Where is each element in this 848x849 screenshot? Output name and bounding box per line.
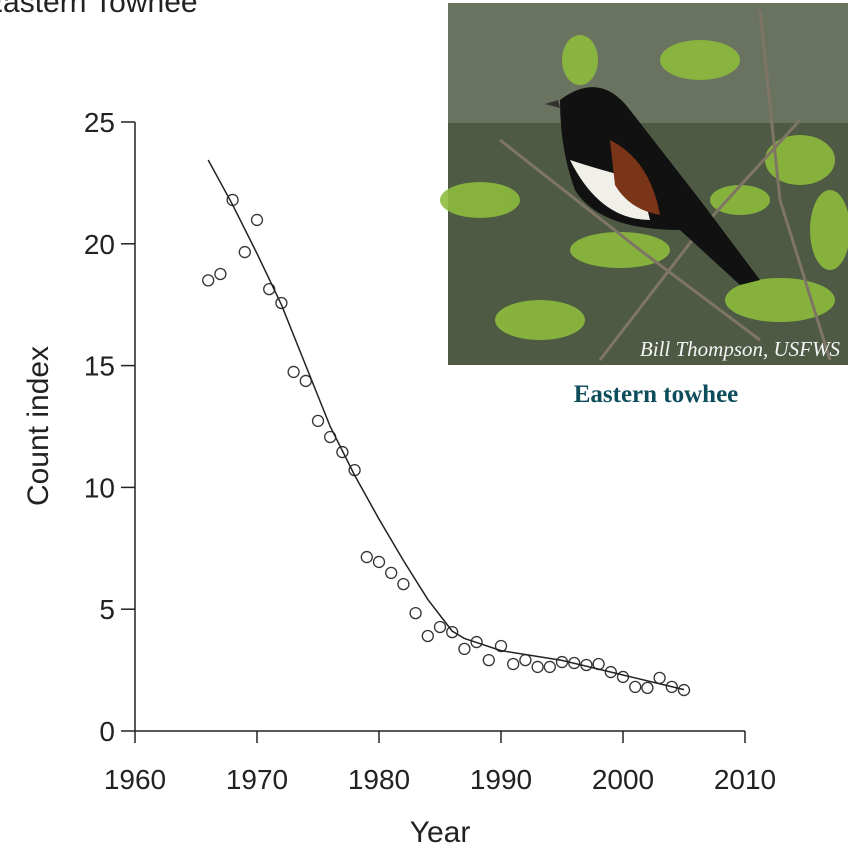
x-axis-title: Year	[410, 816, 471, 849]
photo-caption: Eastern towhee	[574, 381, 739, 408]
y-tick-label: 5	[99, 594, 115, 625]
data-point	[398, 579, 409, 590]
y-tick-label: 25	[84, 107, 115, 138]
x-tick-label: 1990	[470, 764, 532, 795]
data-point	[654, 672, 665, 683]
data-point	[618, 671, 629, 682]
data-point	[557, 657, 568, 668]
data-point	[374, 556, 385, 567]
data-point	[544, 661, 555, 672]
x-tick-label: 1970	[226, 764, 288, 795]
data-point	[447, 627, 458, 638]
data-point	[313, 415, 324, 426]
data-point	[642, 682, 653, 693]
y-tick-label: 20	[84, 229, 115, 260]
y-tick-label: 10	[84, 472, 115, 503]
data-point	[520, 655, 531, 666]
data-point	[459, 643, 470, 654]
data-point	[386, 567, 397, 578]
data-point	[264, 284, 275, 295]
photo-credit: Bill Thompson, USFWS	[640, 337, 841, 361]
data-point	[361, 552, 372, 563]
data-point	[422, 630, 433, 641]
y-axis-title: Count index	[22, 346, 55, 506]
x-tick-label: 2010	[714, 764, 776, 795]
chart-title: Eastern Towhee	[0, 0, 198, 19]
y-tick-label: 0	[99, 716, 115, 747]
data-point	[630, 681, 641, 692]
x-tick-label: 2000	[592, 764, 654, 795]
data-point	[215, 269, 226, 280]
chart: Eastern Towhee Bill Thompson, USFWS East…	[0, 0, 848, 849]
photo: Bill Thompson, USFWS	[440, 3, 848, 365]
data-point	[483, 655, 494, 666]
data-point	[252, 214, 263, 225]
data-point	[435, 621, 446, 632]
x-tick-label: 1980	[348, 764, 410, 795]
data-point	[203, 275, 214, 286]
y-tick-label: 15	[84, 351, 115, 382]
data-point	[410, 608, 421, 619]
data-point	[532, 661, 543, 672]
data-point	[508, 659, 519, 670]
data-point	[679, 685, 690, 696]
data-point	[239, 247, 250, 258]
data-point	[288, 366, 299, 377]
x-tick-label: 1960	[104, 764, 166, 795]
